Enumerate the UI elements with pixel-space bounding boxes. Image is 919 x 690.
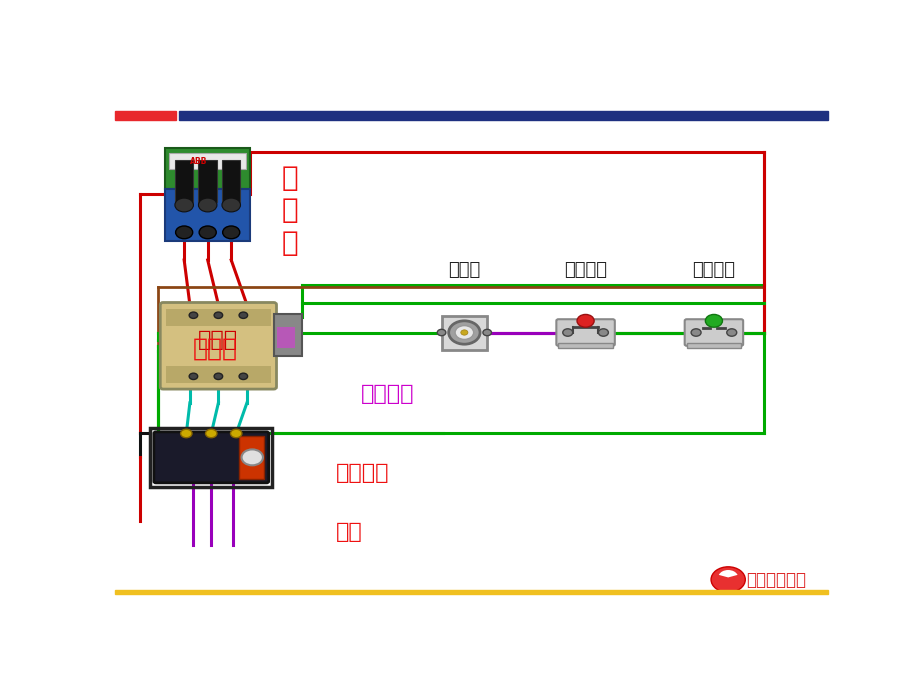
- Circle shape: [239, 312, 247, 318]
- Text: ABB: ABB: [190, 157, 208, 166]
- Bar: [150, 428, 272, 486]
- Bar: [239, 436, 264, 479]
- Circle shape: [726, 329, 736, 336]
- Circle shape: [176, 226, 192, 239]
- Circle shape: [455, 326, 473, 339]
- Circle shape: [562, 329, 573, 336]
- Text: 常开触点: 常开触点: [360, 384, 414, 404]
- Text: 启动按鈕: 启动按鈕: [692, 261, 734, 279]
- Bar: [175, 160, 193, 202]
- Circle shape: [189, 373, 198, 380]
- Bar: [165, 148, 250, 189]
- Circle shape: [214, 373, 222, 380]
- Wedge shape: [718, 570, 737, 578]
- Bar: [179, 112, 827, 120]
- Bar: [115, 590, 827, 594]
- Bar: [165, 189, 250, 241]
- Circle shape: [222, 226, 240, 239]
- Text: 接触器: 接触器: [199, 331, 238, 351]
- Circle shape: [460, 330, 468, 335]
- Circle shape: [180, 429, 192, 437]
- Circle shape: [690, 329, 700, 336]
- Circle shape: [437, 329, 446, 336]
- Bar: [221, 160, 240, 202]
- FancyBboxPatch shape: [684, 319, 743, 346]
- Circle shape: [482, 329, 491, 336]
- Circle shape: [205, 429, 217, 437]
- Bar: [115, 112, 176, 120]
- Circle shape: [597, 329, 607, 336]
- Circle shape: [710, 566, 744, 592]
- Circle shape: [199, 226, 216, 239]
- Circle shape: [231, 429, 242, 437]
- Text: 接触器: 接触器: [192, 337, 237, 360]
- Circle shape: [189, 312, 198, 318]
- FancyBboxPatch shape: [160, 302, 277, 389]
- Bar: [199, 160, 217, 202]
- Text: 河北东华集团: 河北东华集团: [745, 571, 805, 589]
- Bar: [165, 309, 270, 326]
- Circle shape: [214, 312, 222, 318]
- Circle shape: [221, 198, 240, 212]
- Circle shape: [175, 198, 193, 212]
- Text: 热继电器: 热继电器: [335, 463, 389, 483]
- Circle shape: [576, 315, 594, 327]
- FancyBboxPatch shape: [556, 319, 614, 346]
- Circle shape: [448, 321, 480, 344]
- Circle shape: [239, 373, 247, 380]
- Bar: [273, 314, 301, 357]
- Text: 断
路
器: 断 路 器: [281, 164, 298, 257]
- Circle shape: [705, 315, 721, 327]
- Bar: [165, 366, 270, 383]
- FancyBboxPatch shape: [153, 432, 268, 483]
- Bar: [686, 343, 740, 348]
- Circle shape: [199, 198, 217, 212]
- Text: 燕断器: 燕断器: [448, 261, 480, 279]
- Bar: [169, 153, 246, 169]
- Circle shape: [242, 449, 263, 465]
- Bar: [558, 343, 612, 348]
- Bar: [277, 327, 295, 348]
- Text: 负载: 负载: [335, 522, 362, 542]
- Text: 停止按鈕: 停止按鈕: [563, 261, 607, 279]
- Bar: [441, 315, 487, 350]
